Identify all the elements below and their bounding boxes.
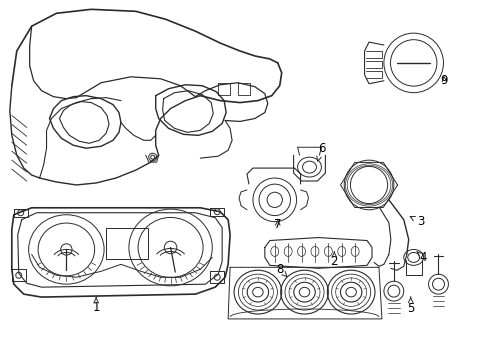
Text: 8: 8 <box>275 263 286 276</box>
Text: 2: 2 <box>330 252 337 268</box>
Text: 7: 7 <box>273 218 281 231</box>
Text: 9: 9 <box>440 74 447 87</box>
Text: 3: 3 <box>409 215 424 228</box>
Text: 6: 6 <box>316 142 325 161</box>
Bar <box>106 228 147 260</box>
Text: 5: 5 <box>406 297 413 315</box>
Text: 4: 4 <box>416 251 427 264</box>
Text: 1: 1 <box>92 298 100 314</box>
